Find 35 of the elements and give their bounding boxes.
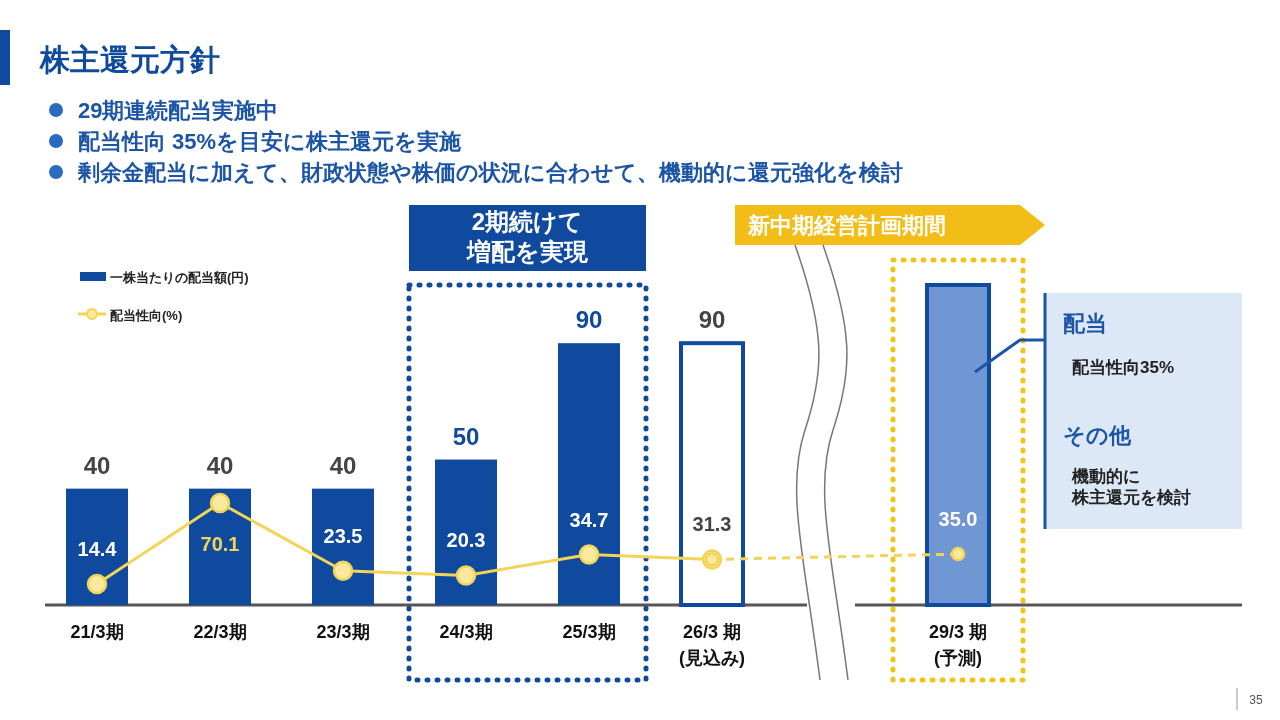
data-label: 40	[329, 451, 357, 479]
text: 機動的に	[1071, 467, 1140, 486]
data-label: 35.0	[938, 508, 978, 531]
x-tick-label: 22/3期	[193, 622, 247, 642]
data-label: 50	[452, 422, 480, 450]
legend-label: 配当性向(%)	[110, 308, 183, 323]
text: 増配を実現	[466, 238, 589, 265]
text: 株主還元を検討	[1071, 488, 1191, 507]
text: 配当性向35%	[1072, 358, 1175, 377]
data-label: 40	[206, 451, 234, 479]
text: 配当	[1063, 311, 1107, 336]
text: 新中期経営計画期間	[747, 213, 946, 238]
text: 2期続けて	[471, 208, 584, 235]
x-tick-label: 29/3 期 (予測)	[928, 622, 988, 669]
data-label: 31.3	[692, 513, 732, 536]
x-tick-label: 25/3期	[562, 622, 616, 642]
x-tick-label: 24/3期	[439, 622, 493, 642]
data-label: 14.4	[77, 538, 118, 561]
chart-title: 株主還元方針	[39, 43, 220, 76]
x-tick-label: 26/3 期 (見込み)	[679, 622, 745, 669]
x-tick-label: 23/3期	[316, 622, 370, 642]
data-label: 23.5	[323, 524, 363, 547]
text: 35	[1249, 693, 1263, 707]
data-label: 90	[698, 306, 726, 334]
data-label: 40	[83, 451, 111, 479]
data-label: 20.3	[446, 529, 486, 552]
text: 配当性向 35%を目安に株主還元を実施	[78, 129, 462, 154]
text: 剰余金配当に加えて、財政状態や株価の状況に合わせて、機動的に還元強化を検討	[77, 160, 903, 185]
x-tick-label: 21/3期	[70, 622, 124, 642]
legend-label: 一株当たりの配当額(円)	[110, 270, 249, 285]
data-label: 70.1	[200, 533, 240, 555]
data-label: 34.7	[569, 508, 609, 531]
text: その他	[1063, 423, 1132, 448]
text: 29期連続配当実施中	[78, 98, 279, 123]
data-label: 90	[575, 306, 603, 334]
